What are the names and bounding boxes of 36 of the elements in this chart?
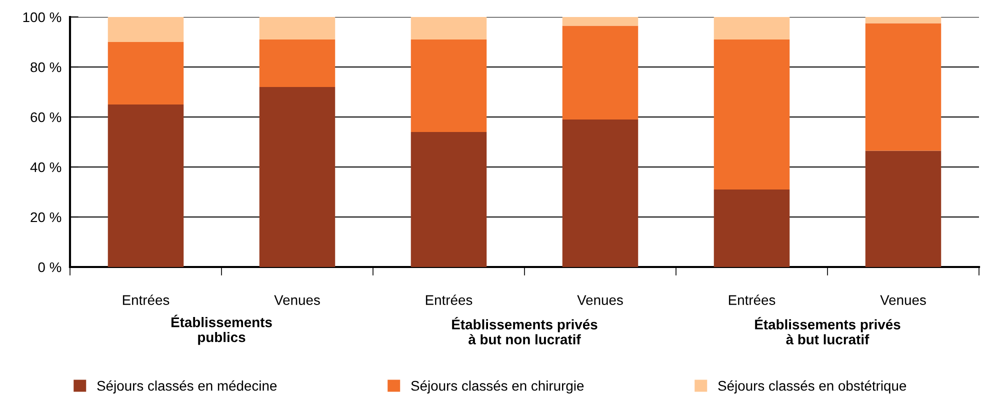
legend-label: Séjours classés en médecine	[97, 380, 277, 394]
legend-label: Séjours classés en chirurgie	[411, 380, 584, 394]
y-tick-label: 60 %	[30, 112, 62, 122]
bar	[410, 17, 487, 40]
y-tick-label: 20 %	[30, 212, 62, 222]
bar	[410, 40, 487, 132]
bar	[714, 17, 790, 40]
bar	[865, 17, 942, 24]
bar	[562, 26, 638, 120]
y-tick-label: 100 %	[23, 12, 62, 22]
x-tick-label: Entrées	[728, 294, 776, 305]
bar	[108, 104, 184, 267]
bar	[714, 40, 790, 190]
bar	[714, 190, 790, 267]
y-tick-label: 40 %	[30, 162, 62, 172]
y-tick-label: 0 %	[38, 262, 62, 272]
bar	[108, 42, 184, 104]
bar	[108, 17, 184, 42]
bar	[259, 17, 336, 40]
text: Établissements publics	[171, 314, 272, 345]
y-tick-label: 80 %	[30, 62, 62, 72]
bar	[562, 17, 638, 26]
bar	[259, 87, 336, 267]
x-tick-label: Venues	[577, 295, 623, 305]
legend-label: Séjours classés en obstétrique	[718, 380, 906, 394]
text: Établissements privés à but lucratif	[755, 317, 900, 344]
bar	[865, 23, 942, 151]
x-tick-label: Venues	[274, 295, 320, 305]
bar	[259, 40, 336, 87]
x-tick-label: Entrées	[426, 294, 472, 305]
x-tick-label: Entrées	[122, 294, 170, 305]
bar	[410, 132, 487, 267]
text: Établissements privés à but non lucratif	[452, 317, 598, 344]
x-tick-label: Venues	[880, 295, 926, 305]
bar	[865, 150, 942, 267]
bar	[562, 120, 638, 267]
